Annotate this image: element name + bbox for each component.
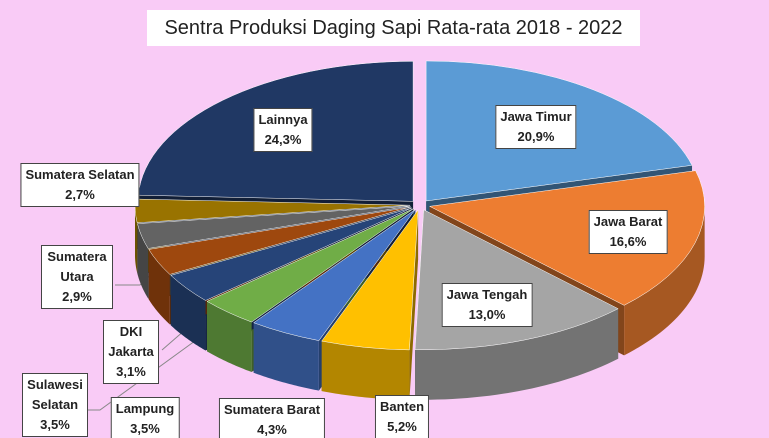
label-value: 20,9% [517,129,555,144]
label-name: Lainnya [258,112,308,127]
data-label: Sumatera Barat 4,3% [218,398,326,438]
label-value: 13,0% [468,307,506,322]
label-value: 2,7% [65,187,95,202]
outer-walls [135,205,705,400]
slice-side [253,322,319,391]
label-value: 3,1% [116,364,146,379]
label-value: 24,3% [264,132,302,147]
slice [428,170,705,306]
data-label: Lainnya 24,3% [253,108,313,152]
slice-side [206,301,252,373]
label-name: Jawa Barat [593,214,663,229]
slice [206,208,414,323]
label-name: Sulawesi Selatan [27,377,83,412]
label-name: Sumatera Utara [47,249,107,284]
label-value: 4,3% [257,422,287,437]
slice-side [135,205,138,273]
data-label: DKI Jakarta 3,1% [103,320,159,384]
label-name: Sumatera Selatan [25,167,135,182]
label-name: DKI Jakarta [108,324,154,359]
data-label: Banten 5,2% [374,395,430,438]
data-label: Jawa Tengah 13,0% [441,283,533,327]
label-name: Jawa Tengah [446,287,528,302]
slice-side [321,341,410,400]
slice [137,205,411,249]
slice-side [148,249,170,325]
chart-title: Sentra Produksi Daging Sapi Rata-rata 20… [147,10,640,46]
slice-side [137,223,149,299]
slice [321,209,419,351]
label-value: 2,9% [62,289,92,304]
label-value: 16,6% [609,234,647,249]
leader-line [88,329,211,411]
label-value: 3,5% [130,421,160,436]
data-label: Sumatera Selatan 2,7% [20,163,140,207]
data-label: Sulawesi Selatan 3,5% [22,373,88,437]
slice-side [415,308,619,400]
slice-side [624,206,705,356]
label-name: Sumatera Barat [223,402,321,417]
label-name: Lampung [115,401,175,416]
label-value: 5,2% [387,419,417,434]
slice [253,209,416,341]
data-label: Jawa Barat 16,6% [588,210,668,254]
label-name: Jawa Timur [500,109,572,124]
slice [170,207,412,301]
slice [148,206,411,275]
label-name: Banten [379,399,425,414]
data-label: Jawa Timur 20,9% [495,105,577,149]
label-value: 3,5% [40,417,70,432]
data-label: Sumatera Utara 2,9% [41,245,113,309]
slice-side [170,275,206,351]
data-label: Lampung 3,5% [110,397,180,438]
